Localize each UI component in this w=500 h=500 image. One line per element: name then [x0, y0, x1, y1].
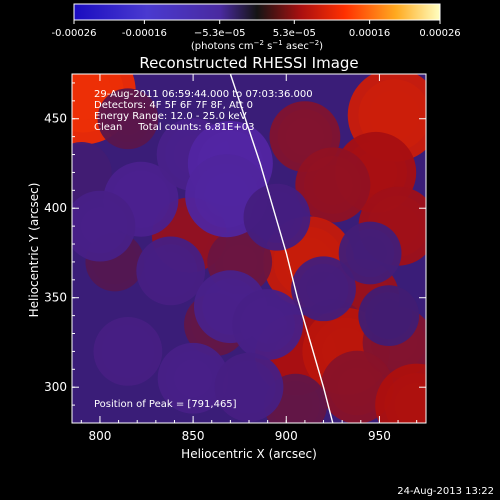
heat-spot-layer: [214, 352, 284, 422]
heat-spot: [295, 147, 371, 223]
annotation-counts: Clean Total counts: 6.81E+03: [94, 122, 254, 133]
colorbar-tick-label: 5.3e−05: [273, 28, 316, 39]
x-tick-label: 900: [275, 429, 298, 443]
annotation-energy: Energy Range: 12.0 - 25.0 keV: [94, 111, 247, 122]
y-axis-ticks: 300 350 400 450: [44, 82, 426, 406]
heat-spot-layer: [291, 256, 356, 322]
heat-spot: [97, 88, 159, 150]
heat-spot-layer: [97, 88, 159, 150]
heatmap-spots: [72, 74, 426, 423]
heat-spot-layer: [295, 147, 371, 223]
x-axis-ticks: 800 850 900 950: [80, 74, 418, 443]
colorbar-ticks: -0.00026 -0.00016 −5.3e−05 5.3e−05 0.00016 0.…: [52, 20, 461, 39]
heat-spot-layer: [72, 190, 136, 262]
heat-spot: [72, 142, 112, 203]
heat-spot-layer: [375, 363, 426, 423]
x-tick-label: 950: [368, 429, 391, 443]
heat-spot: [93, 317, 163, 386]
colorbar-unit: (photons cm−2 s−1 asec−2): [191, 39, 323, 52]
heat-spot: [157, 342, 229, 414]
solar-limb-curve: [229, 74, 334, 423]
colorbar-tick-label: 0.00016: [349, 28, 390, 39]
x-axis-label: Heliocentric X (arcsec): [181, 447, 317, 461]
y-tick-label: 400: [44, 201, 67, 215]
peak-position-label: Position of Peak = [791,465]: [94, 399, 237, 410]
colorbar-tick-label: −5.3e−05: [194, 28, 246, 39]
x-tick-label: 800: [88, 429, 111, 443]
annotation-detectors: Detectors: 4F 5F 6F 7F 8F, Att 0: [94, 100, 253, 111]
footer-date: 24-Aug-2013 13:22: [397, 486, 494, 497]
chart-title: Reconstructed RHESSI Image: [139, 54, 358, 72]
colorbar-gradient: [73, 3, 441, 21]
heat-spot: [214, 352, 284, 422]
y-tick-label: 450: [44, 112, 67, 126]
colorbar-tick-label: -0.00026: [52, 28, 97, 39]
heat-spot-layer: [93, 317, 163, 386]
heat-spot-layer: [157, 342, 229, 414]
y-tick-label: 350: [44, 291, 67, 305]
heat-spot: [232, 289, 304, 360]
plot-area: [72, 74, 426, 423]
colorbar-tick-label: 0.00026: [419, 28, 460, 39]
heat-spot: [358, 285, 420, 347]
y-axis-label: Heliocentric Y (arcsec): [27, 183, 41, 318]
heat-spot: [375, 363, 426, 423]
y-tick-label: 300: [44, 380, 67, 394]
heat-spot: [243, 183, 311, 251]
heat-spot-layer: [338, 221, 402, 285]
heat-spot-layer: [72, 142, 112, 203]
heat-spot-layer: [232, 289, 304, 360]
annotation-block: 29-Aug-2011 06:59:44.000 to 07:03:36.000…: [94, 89, 313, 133]
x-tick-label: 850: [182, 429, 205, 443]
heat-spot: [291, 256, 356, 322]
annotation-time: 29-Aug-2011 06:59:44.000 to 07:03:36.000: [94, 89, 313, 100]
heat-spot: [72, 190, 136, 262]
heat-spot: [136, 236, 206, 306]
colorbar-tick-label: -0.00016: [122, 28, 167, 39]
heat-spot-layer: [243, 183, 311, 251]
colorbar: -0.00026 -0.00016 −5.3e−05 5.3e−05 0.00016 0.…: [52, 3, 461, 52]
heat-spot-layer: [136, 236, 206, 306]
heat-spot: [338, 221, 402, 285]
heat-spot-layer: [358, 285, 420, 347]
